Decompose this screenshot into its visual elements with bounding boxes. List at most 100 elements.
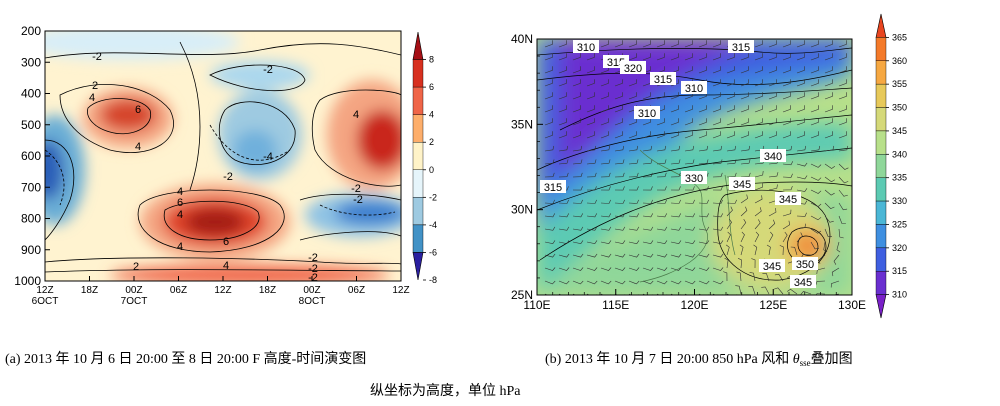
- wind-barb: [628, 253, 640, 258]
- wind-barb: [614, 118, 623, 126]
- wind-barb: [726, 206, 733, 217]
- contour-label: -2: [308, 272, 318, 284]
- contour-label: 4: [89, 92, 95, 104]
- wind-barb: [768, 219, 776, 230]
- wind-barb: [600, 226, 612, 231]
- panel-b-wind-theta-map: 310 315 315 320 315 310 310 315 330 340 …: [511, 13, 907, 319]
- svg-text:315: 315: [654, 74, 672, 86]
- caption-b-subscript: sse: [799, 358, 811, 368]
- svg-text:315: 315: [544, 182, 562, 194]
- wind-barb: [754, 195, 763, 204]
- wind-barb: [838, 40, 847, 48]
- wind-barb: [544, 118, 553, 126]
- wind-barb: [600, 213, 612, 218]
- wind-barb: [768, 131, 777, 139]
- wind-barb: [754, 231, 760, 243]
- wind-barb: [586, 92, 595, 100]
- wind-barb: [656, 280, 668, 285]
- wind-barb: [712, 105, 721, 113]
- wind-barb: [600, 118, 609, 126]
- wind-barb: [737, 258, 743, 269]
- wind-barb: [712, 172, 723, 178]
- contour-label: 6: [177, 197, 183, 209]
- wind-barb: [726, 79, 735, 87]
- wind-barb: [726, 145, 737, 152]
- wind-barb: [600, 172, 611, 178]
- y-tick-label: 40N: [511, 32, 533, 46]
- wind-barb: [670, 131, 679, 139]
- wind-barb: [782, 161, 794, 166]
- wind-barb: [684, 159, 695, 165]
- wind-barb: [754, 40, 763, 48]
- x-tick-label: 115E: [602, 298, 629, 312]
- wind-barb: [754, 53, 763, 61]
- colorbar-swatch: [875, 247, 887, 272]
- wind-barb: [698, 66, 707, 74]
- wind-barb: [725, 244, 730, 256]
- wind-barb: [544, 145, 555, 152]
- wind-barb: [712, 40, 721, 48]
- wind-barb: [724, 257, 729, 269]
- wind-barb: [656, 53, 665, 61]
- colorbar-swatch: [875, 37, 887, 61]
- colorbar-tick-label: -6: [429, 247, 437, 257]
- wind-barb: [600, 253, 612, 258]
- wind-barb: [726, 53, 735, 61]
- wind-barb: [740, 105, 749, 113]
- contour-label-box: 340: [760, 149, 786, 163]
- wind-barb: [768, 118, 777, 126]
- colorbar-swatch: [412, 197, 424, 226]
- wind-barb: [712, 253, 724, 258]
- contour-label-box: 345: [759, 259, 785, 273]
- wind-barb: [600, 199, 611, 204]
- wind-barb: [762, 273, 770, 282]
- wind-barb: [642, 213, 654, 218]
- wind-barb: [600, 79, 609, 87]
- wind-barb: [726, 131, 735, 139]
- wind-barb: [586, 226, 598, 231]
- wind-barb: [810, 118, 819, 126]
- wind-barb: [838, 228, 844, 239]
- wind-barb: [670, 253, 682, 258]
- wind-barb: [544, 226, 556, 231]
- colorbar-tick-label: 330: [892, 196, 907, 206]
- contour-label-box: 315: [728, 40, 754, 54]
- wind-barb: [614, 226, 626, 231]
- colorbar-tick-label: 6: [429, 82, 434, 92]
- wind-barb: [628, 199, 639, 204]
- wind-barb: [815, 280, 826, 286]
- wind-barb: [800, 291, 812, 295]
- wind-barb: [628, 145, 639, 152]
- wind-barb: [740, 118, 749, 126]
- wind-barb: [698, 131, 707, 139]
- wind-barb: [544, 53, 553, 61]
- wind-barb: [726, 92, 735, 100]
- wind-barb: [782, 53, 791, 61]
- wind-barb: [572, 53, 581, 61]
- wind-barb: [656, 267, 668, 271]
- wind-barb: [754, 207, 762, 217]
- wind-barb: [796, 79, 805, 87]
- wind-barb: [712, 79, 721, 87]
- wind-barb: [740, 231, 745, 243]
- y-tick-label: 700: [21, 180, 41, 194]
- panel-b-axes: 110E 115E 120E 125E 130E 25N 30N 35N 40N: [511, 32, 866, 312]
- wind-barb: [810, 228, 822, 234]
- wind-barb: [558, 240, 570, 245]
- wind-barb: [656, 186, 667, 191]
- wind-barb: [614, 131, 623, 139]
- wind-barb: [572, 118, 581, 126]
- wind-barb: [628, 267, 640, 271]
- wind-barb: [712, 213, 724, 218]
- wind-barb: [810, 79, 819, 87]
- y-tick-label: 35N: [511, 117, 533, 131]
- wind-barb: [544, 79, 553, 87]
- wind-barb: [558, 53, 567, 61]
- caption-b-prefix: (b) 2013 年 10 月 7 日 20:00 850 hPa 风和: [545, 352, 793, 367]
- colorbar-tick-label: 2: [429, 137, 434, 147]
- wind-barb: [810, 105, 819, 113]
- wind-barb: [544, 199, 555, 204]
- wind-barb: [754, 118, 763, 126]
- colorbar-tick-label: 315: [892, 266, 907, 276]
- wind-barb: [670, 53, 679, 61]
